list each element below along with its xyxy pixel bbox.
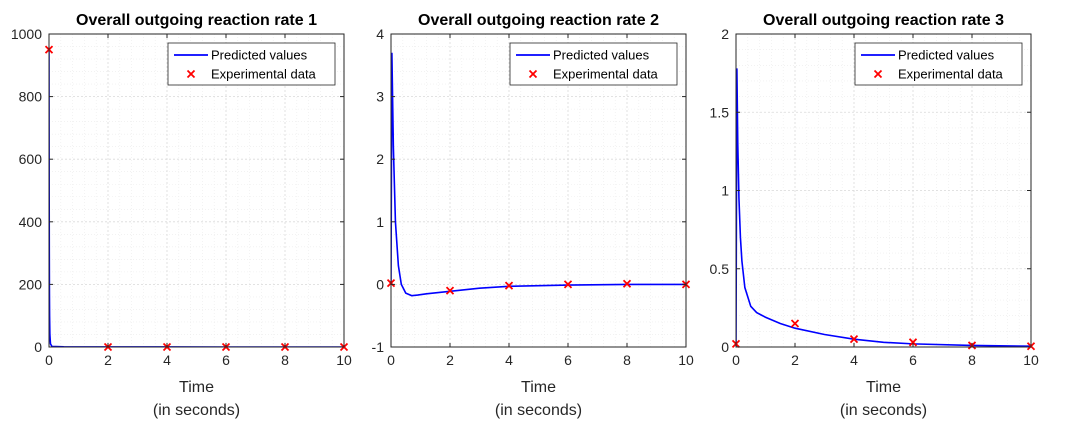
x-tick-label: 2	[104, 352, 112, 368]
data-point-experimental	[849, 335, 859, 344]
x-tick-label: 4	[505, 352, 513, 368]
x-tick-label: 0	[45, 352, 53, 368]
y-tick-label: 0	[721, 339, 729, 355]
y-tick-label: 1.5	[710, 104, 730, 120]
series-line-predicted-values	[391, 52, 686, 297]
x-tick-label: 10	[336, 352, 352, 368]
data-point-experimental	[445, 286, 455, 295]
legend-label-predicted: Predicted values	[553, 48, 650, 63]
y-tick-label: 2	[376, 151, 384, 167]
data-point-experimental	[504, 281, 514, 290]
x-axis-label-units: (in seconds)	[495, 402, 582, 419]
x-tick-label: 2	[446, 352, 454, 368]
series-line-predicted-values	[736, 68, 1031, 347]
y-tick-label: 400	[19, 214, 43, 230]
marker-stroke	[622, 279, 632, 288]
x-tick-label: 6	[909, 352, 917, 368]
y-tick-label: 200	[19, 276, 43, 292]
marker-stroke	[790, 319, 800, 328]
x-tick-label: 8	[623, 352, 631, 368]
x-axis-label-units: (in seconds)	[840, 402, 927, 419]
chart-title: Overall outgoing reaction rate 1	[76, 12, 317, 29]
chart-title: Overall outgoing reaction rate 3	[763, 12, 1004, 29]
legend-label-predicted: Predicted values	[898, 48, 995, 63]
data-point-experimental	[908, 338, 918, 347]
legend-box	[167, 42, 336, 86]
y-tick-label: 2	[721, 26, 729, 42]
y-tick-label: 0	[376, 276, 384, 292]
x-axis-label: Time	[179, 379, 214, 396]
x-axis-label-units: (in seconds)	[153, 402, 240, 419]
x-tick-label: 6	[222, 352, 230, 368]
x-tick-label: 0	[387, 352, 395, 368]
chart-panel-3: 0 2 4 6 8 10 0 0.5 1 1.5 2 Overall outgoing reactio…	[710, 12, 1039, 419]
marker-stroke	[849, 335, 859, 344]
x-tick-label: 10	[678, 352, 694, 368]
axes-box	[48, 33, 345, 348]
x-tick-label: 6	[564, 352, 572, 368]
marker-stroke	[504, 281, 514, 290]
plot-area	[49, 34, 344, 347]
x-tick-label: 8	[281, 352, 289, 368]
y-tick-label: -1	[372, 339, 385, 355]
data-point-experimental	[563, 280, 573, 289]
legend-marker-swatch	[186, 69, 196, 79]
legend-label-experimental: Experimental data	[553, 67, 659, 82]
x-tick-label: 2	[791, 352, 799, 368]
y-tick-label: 1	[376, 214, 384, 230]
data-point-experimental	[790, 319, 800, 328]
marker-stroke	[908, 338, 918, 347]
y-tick-label: 1000	[11, 26, 42, 42]
plot-area	[391, 34, 686, 347]
legend-marker-swatch	[528, 69, 538, 79]
y-tick-label: 1	[721, 183, 729, 199]
y-tick-label: 0.5	[710, 261, 730, 277]
legend-label-experimental: Experimental data	[211, 67, 317, 82]
legend-marker-swatch	[873, 69, 883, 79]
y-tick-label: 0	[34, 339, 42, 355]
data-point-experimental	[622, 279, 632, 288]
y-tick-label: 800	[19, 89, 43, 105]
legend: Predicted values Experimental data	[167, 42, 336, 86]
legend: Predicted values Experimental data	[854, 42, 1023, 86]
legend-label-predicted: Predicted values	[211, 48, 308, 63]
x-axis-label: Time	[866, 379, 901, 396]
legend-box	[854, 42, 1023, 86]
axes-box	[390, 33, 687, 348]
legend-label-experimental: Experimental data	[898, 67, 1004, 82]
legend-box	[509, 42, 678, 86]
x-tick-label: 4	[850, 352, 858, 368]
marker-stroke	[563, 280, 573, 289]
x-tick-label: 8	[968, 352, 976, 368]
x-tick-label: 4	[163, 352, 171, 368]
y-tick-label: 3	[376, 89, 384, 105]
legend: Predicted values Experimental data	[509, 42, 678, 86]
chart-title: Overall outgoing reaction rate 2	[418, 12, 659, 29]
chart-panel-1: 0 2 4 6 8 10 0 200 400 600 800 1000 Overall outgoing…	[11, 12, 352, 419]
y-tick-label: 4	[376, 26, 384, 42]
marker-stroke	[445, 286, 455, 295]
x-axis-label: Time	[521, 379, 556, 396]
y-tick-label: 600	[19, 151, 43, 167]
x-tick-label: 10	[1023, 352, 1039, 368]
x-tick-label: 0	[732, 352, 740, 368]
